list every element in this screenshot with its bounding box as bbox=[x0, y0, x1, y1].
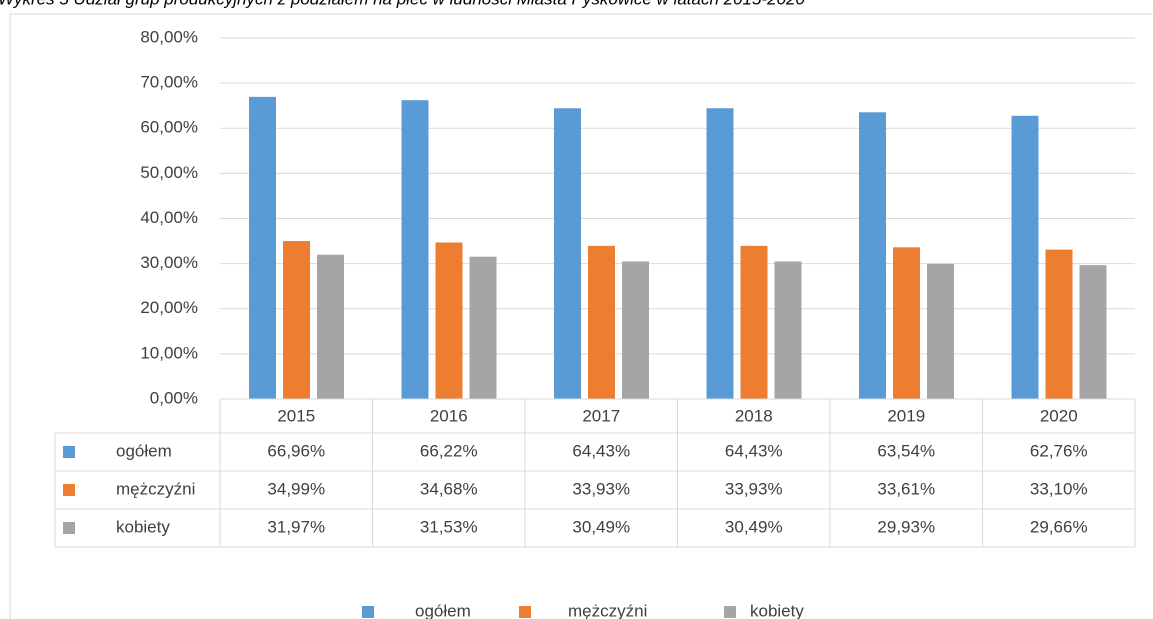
y-tick-label: 30,00% bbox=[140, 253, 198, 272]
y-tick-label: 10,00% bbox=[140, 343, 198, 362]
bar bbox=[1011, 115, 1039, 399]
x-tick-label: 2020 bbox=[1040, 406, 1078, 425]
table-cell: 31,97% bbox=[267, 517, 325, 536]
x-tick-label: 2015 bbox=[277, 406, 315, 425]
y-tick-label: 60,00% bbox=[140, 118, 198, 137]
table-cell: 30,49% bbox=[572, 517, 630, 536]
bar bbox=[317, 254, 344, 399]
legend-label: ogółem bbox=[415, 601, 471, 619]
bar bbox=[554, 108, 581, 399]
bar bbox=[927, 263, 954, 399]
bar bbox=[893, 247, 920, 399]
table-cell: 29,93% bbox=[877, 517, 935, 536]
table-cell: 66,96% bbox=[267, 441, 325, 460]
bar bbox=[774, 261, 802, 399]
legend-label: kobiety bbox=[750, 601, 804, 619]
chart-frame bbox=[9, 13, 1153, 619]
legend-key bbox=[63, 446, 75, 458]
x-tick-label: 2016 bbox=[430, 406, 468, 425]
table-cell: 33,10% bbox=[1030, 479, 1088, 498]
bar bbox=[706, 108, 734, 399]
table-cell: 31,53% bbox=[420, 517, 478, 536]
legend-key bbox=[63, 522, 75, 534]
y-tick-label: 70,00% bbox=[140, 73, 198, 92]
table-cell: 66,22% bbox=[420, 441, 478, 460]
x-tick-label: 2017 bbox=[582, 406, 620, 425]
legend-key bbox=[519, 606, 531, 618]
bar bbox=[401, 100, 429, 399]
bar bbox=[249, 96, 276, 399]
legend-key bbox=[724, 606, 736, 618]
bar bbox=[622, 261, 649, 399]
legend-label: mężczyźni bbox=[568, 601, 647, 619]
table-cell: 64,43% bbox=[725, 441, 783, 460]
bar bbox=[1045, 249, 1073, 399]
bar bbox=[740, 245, 768, 399]
table-cell: 33,93% bbox=[572, 479, 630, 498]
legend-key bbox=[362, 606, 374, 618]
table-cell: 62,76% bbox=[1030, 441, 1088, 460]
y-tick-label: 40,00% bbox=[140, 208, 198, 227]
chart-title: Wykres 5 Udział grup produkcyjnych z pod… bbox=[0, 0, 805, 8]
bar bbox=[435, 242, 463, 399]
y-tick-label: 20,00% bbox=[140, 298, 198, 317]
bar bbox=[1079, 265, 1107, 399]
bar bbox=[588, 245, 615, 399]
table-cell: 64,43% bbox=[572, 441, 630, 460]
y-tick-label: 50,00% bbox=[140, 163, 198, 182]
table-cell: 33,93% bbox=[725, 479, 783, 498]
bar bbox=[469, 256, 497, 399]
legend-key bbox=[63, 484, 75, 496]
table-cell: 33,61% bbox=[877, 479, 935, 498]
x-tick-label: 2018 bbox=[735, 406, 773, 425]
y-tick-label: 0,00% bbox=[150, 388, 198, 407]
table-cell: 34,99% bbox=[267, 479, 325, 498]
table-row-label: ogółem bbox=[116, 441, 172, 460]
y-tick-label: 80,00% bbox=[140, 27, 198, 46]
table-cell: 29,66% bbox=[1030, 517, 1088, 536]
bar bbox=[859, 112, 886, 399]
table-row-label: kobiety bbox=[116, 517, 170, 536]
bar bbox=[283, 241, 310, 399]
x-tick-label: 2019 bbox=[887, 406, 925, 425]
table-cell: 63,54% bbox=[877, 441, 935, 460]
table-cell: 34,68% bbox=[420, 479, 478, 498]
table-row-label: mężczyźni bbox=[116, 479, 195, 498]
table-cell: 30,49% bbox=[725, 517, 783, 536]
